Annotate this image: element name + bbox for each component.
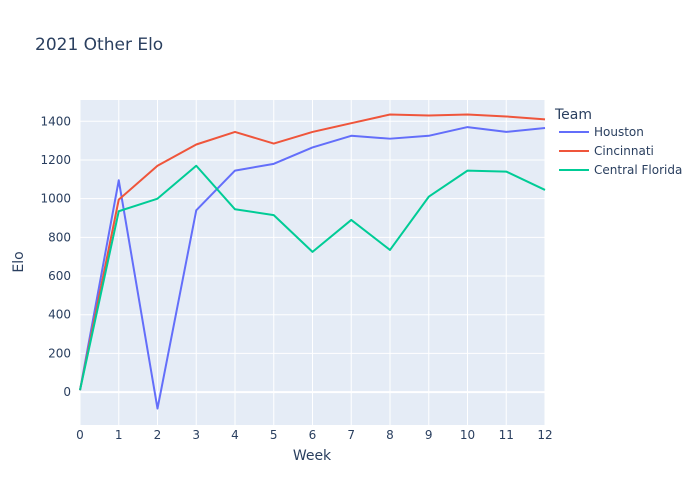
y-tick-label: 400 [48,308,71,322]
y-tick-label: 1200 [40,153,71,167]
chart-title: 2021 Other Elo [35,35,163,55]
legend-label-cincinnati: Cincinnati [594,144,654,158]
x-tick-label: 12 [537,428,552,442]
series-lines [79,113,546,410]
series-line-cincinnati [79,113,546,391]
y-axis-title: Elo [11,251,27,272]
x-tick-label: 10 [460,428,475,442]
y-tick-label: 200 [48,346,71,360]
x-tick-label: 4 [231,428,239,442]
y-tick-label: 1000 [40,192,71,206]
x-tick-label: 1 [115,428,123,442]
y-axis-ticks: 0 200 400 600 800 1000 1200 1400 [40,114,71,399]
legend: Team Houston Cincinnati Central Florida [554,107,682,177]
x-tick-label: 0 [76,428,84,442]
legend-label-houston: Houston [594,125,644,139]
x-tick-label: 3 [192,428,200,442]
y-tick-label: 600 [48,269,71,283]
x-tick-label: 6 [309,428,317,442]
x-tick-label: 2 [154,428,162,442]
x-axis-title: Week [293,448,332,464]
legend-title: Team [554,107,592,123]
x-tick-label: 9 [425,428,433,442]
x-axis-ticks: 0 1 2 3 4 5 6 7 8 9 10 11 12 [76,428,552,442]
x-tick-label: 11 [499,428,514,442]
legend-label-central-florida: Central Florida [594,163,682,177]
x-tick-label: 5 [270,428,278,442]
x-tick-label: 7 [347,428,355,442]
y-tick-label: 0 [63,385,71,399]
x-tick-label: 8 [386,428,394,442]
gridlines [79,100,546,425]
series-line-central-florida [79,164,546,391]
series-line-houston [79,126,546,410]
y-tick-label: 800 [48,230,71,244]
y-tick-label: 1400 [40,114,71,128]
